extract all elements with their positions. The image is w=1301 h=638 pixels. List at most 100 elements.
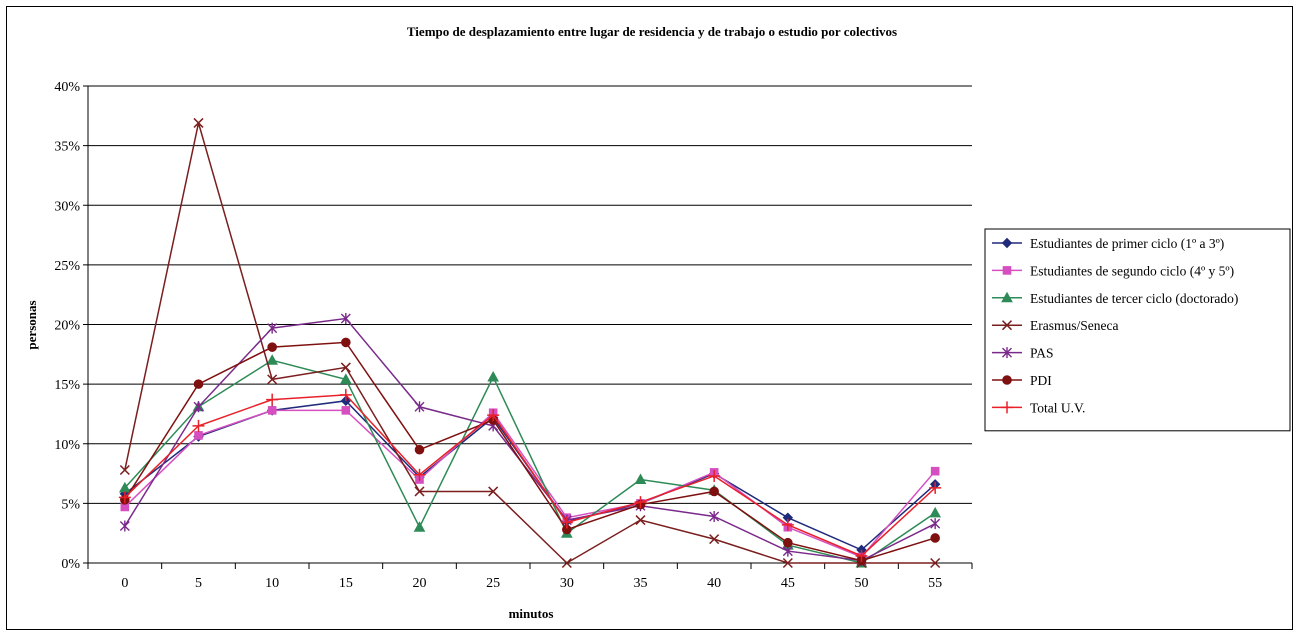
x-tick-label: 50 — [855, 576, 869, 591]
data-point — [341, 337, 351, 348]
legend-label: Estudiantes de primer ciclo (1º a 3º) — [1030, 236, 1224, 251]
legend-label: Estudiantes de segundo ciclo (4º y 5º) — [1030, 263, 1234, 278]
data-point — [193, 117, 204, 128]
x-tick-label: 30 — [560, 576, 574, 591]
series-line — [124, 122, 936, 564]
data-point — [193, 401, 204, 413]
y-tick-label: 40% — [54, 80, 80, 95]
legend-label: Erasmus/Seneca — [1030, 318, 1118, 333]
data-point — [561, 557, 572, 569]
data-point — [930, 518, 941, 530]
data-point — [340, 313, 351, 325]
data-point — [339, 388, 352, 401]
legend-marker — [1001, 291, 1013, 303]
y-tick-label: 5% — [61, 497, 80, 512]
legend-box — [984, 228, 1291, 432]
legend-label: PAS — [1030, 346, 1054, 361]
data-point — [413, 521, 426, 532]
series-1 — [120, 406, 940, 562]
y-tick-label: 25% — [54, 259, 80, 274]
data-point — [267, 322, 278, 334]
y-tick-label: 20% — [54, 319, 80, 334]
series-6 — [118, 388, 942, 562]
legend: Estudiantes de primer ciclo (1º a 3º) Est… — [984, 228, 1291, 432]
data-point — [634, 473, 647, 485]
data-point — [487, 409, 500, 422]
data-point — [709, 510, 720, 522]
data-point — [929, 481, 942, 494]
x-tick-label: 40 — [707, 576, 721, 591]
y-tick-label: 15% — [54, 378, 80, 393]
chart-title: Tiempo de desplazamiento entre lugar de … — [407, 24, 897, 39]
legend-marker — [1001, 320, 1013, 331]
legend-marker — [1001, 401, 1013, 414]
y-tick-label: 35% — [54, 140, 80, 155]
data-point — [930, 466, 940, 476]
series-line — [124, 394, 936, 557]
x-tick-label: 15 — [339, 576, 353, 591]
legend-label: PDI — [1030, 373, 1052, 388]
data-point — [192, 419, 205, 432]
x-tick-label: 10 — [265, 576, 279, 591]
data-point — [929, 506, 942, 518]
legend-label: Estudiantes de tercer ciclo (doctorado) — [1030, 291, 1238, 306]
data-point — [634, 496, 647, 509]
data-point — [782, 557, 793, 569]
data-point — [708, 469, 721, 482]
y-axis-ticks: 0% 5% 10% 15% 20% 25% 30% 35% 40% — [54, 80, 88, 572]
data-point — [266, 393, 279, 406]
data-point — [340, 362, 351, 373]
legend-entry: Estudiantes de tercer ciclo (doctorado) — [992, 291, 1238, 306]
data-point — [267, 374, 278, 385]
data-point — [119, 520, 130, 532]
data-point — [930, 557, 941, 569]
y-axis-title: personas — [24, 300, 39, 349]
x-tick-label: 5 — [195, 576, 202, 591]
x-axis-title: minutos — [509, 606, 554, 621]
data-point — [194, 431, 203, 440]
data-point — [855, 549, 868, 562]
series-layer — [118, 117, 942, 569]
x-tick-label: 55 — [928, 576, 942, 591]
data-point — [414, 401, 425, 413]
data-point — [266, 354, 279, 365]
x-axis-ticks: 0 5 10 15 20 25 30 35 40 45 50 55 — [87, 563, 973, 591]
legend-entry: Total U.V. — [992, 400, 1085, 415]
series-3 — [119, 117, 941, 569]
legend-entry: PAS — [992, 346, 1054, 361]
legend-marker — [1002, 375, 1012, 385]
x-tick-label: 20 — [413, 576, 427, 591]
data-point — [488, 486, 499, 497]
y-tick-label: 0% — [61, 557, 80, 572]
gridlines — [88, 85, 972, 504]
legend-marker — [1002, 347, 1012, 359]
legend-entry: Estudiantes de segundo ciclo (4º y 5º) — [992, 263, 1234, 278]
data-point — [119, 464, 130, 476]
legend-entry: PDI — [992, 373, 1052, 388]
y-tick-label: 30% — [54, 199, 80, 214]
data-point — [414, 486, 425, 497]
legend-marker — [1002, 266, 1012, 275]
series-line — [124, 409, 936, 558]
legend-marker — [1001, 237, 1013, 249]
data-point — [118, 491, 131, 504]
data-point — [414, 444, 425, 455]
data-point — [341, 406, 351, 415]
legend-entry: Estudiantes de primer ciclo (1º a 3º) — [992, 236, 1224, 251]
data-point — [783, 537, 793, 548]
data-point — [709, 534, 720, 545]
y-tick-label: 10% — [54, 438, 80, 453]
data-point — [709, 486, 719, 497]
data-point — [413, 468, 426, 481]
x-tick-label: 25 — [486, 576, 500, 591]
series-line — [124, 317, 936, 562]
series-line — [124, 341, 936, 562]
data-point — [267, 406, 277, 415]
data-point — [560, 516, 573, 529]
data-point — [930, 533, 940, 543]
series-2 — [118, 354, 942, 568]
legend-entry: Erasmus/Seneca — [992, 318, 1118, 333]
data-point — [781, 518, 794, 531]
x-tick-label: 0 — [121, 576, 128, 591]
